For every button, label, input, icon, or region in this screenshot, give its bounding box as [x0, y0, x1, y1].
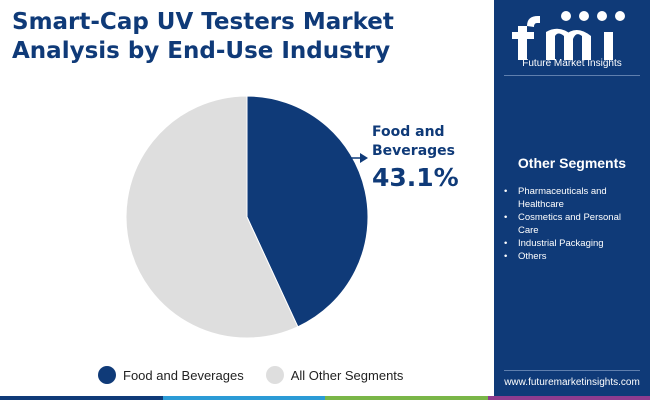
chart-legend: Food and Beverages All Other Segments	[98, 365, 403, 385]
pie-slices	[125, 95, 369, 339]
sidebar-divider-bottom	[504, 370, 640, 371]
page-title: Smart-Cap UV Testers Market Analysis by …	[12, 8, 482, 66]
legend-swatch-all-other-segments	[265, 366, 284, 384]
website-link[interactable]: www.futuremarketinsights.com	[504, 377, 640, 388]
pie-chart: Food and Beverages 43.1%	[125, 95, 459, 339]
bottom-bar-segment	[487, 396, 650, 400]
bottom-bar-segment	[162, 396, 325, 400]
pie-slice-food-and-beverages	[246, 95, 369, 328]
title-line-2: Analysis by End-Use Industry	[12, 38, 391, 64]
bottom-color-bar	[0, 396, 650, 400]
other-segments-title: Other Segments	[517, 155, 627, 171]
callout-arrow-icon	[360, 153, 368, 163]
sidebar: Future Market Insights Other Segments Ph…	[494, 0, 650, 400]
other-segment-item: Industrial Packaging	[504, 237, 644, 250]
legend-item-food-and-beverages: Food and Beverages	[98, 366, 244, 384]
callout: Food and Beverages 43.1%	[343, 124, 459, 192]
title-line-1: Smart-Cap UV Testers Market	[12, 9, 394, 35]
other-segment-item: Others	[504, 250, 644, 263]
logo-text: Future Market Insights	[522, 58, 622, 69]
sidebar-divider-top	[504, 75, 640, 76]
legend-item-all-other-segments: All Other Segments	[265, 366, 404, 384]
callout-label-line-2: Beverages	[372, 143, 455, 159]
pie-slice-all-other-segments	[125, 95, 299, 339]
bottom-bar-segment	[0, 396, 163, 400]
other-segments-list: Pharmaceuticals and Healthcare Cosmetics…	[504, 185, 644, 263]
legend-label-food-and-beverages: Food and Beverages	[123, 367, 244, 383]
callout-value: 43.1%	[372, 163, 459, 192]
other-segment-item: Pharmaceuticals and Healthcare	[504, 185, 644, 211]
legend-label-all-other-segments: All Other Segments	[290, 367, 404, 383]
other-segment-item: Cosmetics and Personal Care	[504, 211, 644, 237]
bottom-bar-segment	[325, 396, 488, 400]
fmi-logo-icon	[512, 11, 625, 60]
callout-label-line-1: Food and	[372, 124, 445, 140]
legend-swatch-food-and-beverages	[98, 366, 116, 384]
